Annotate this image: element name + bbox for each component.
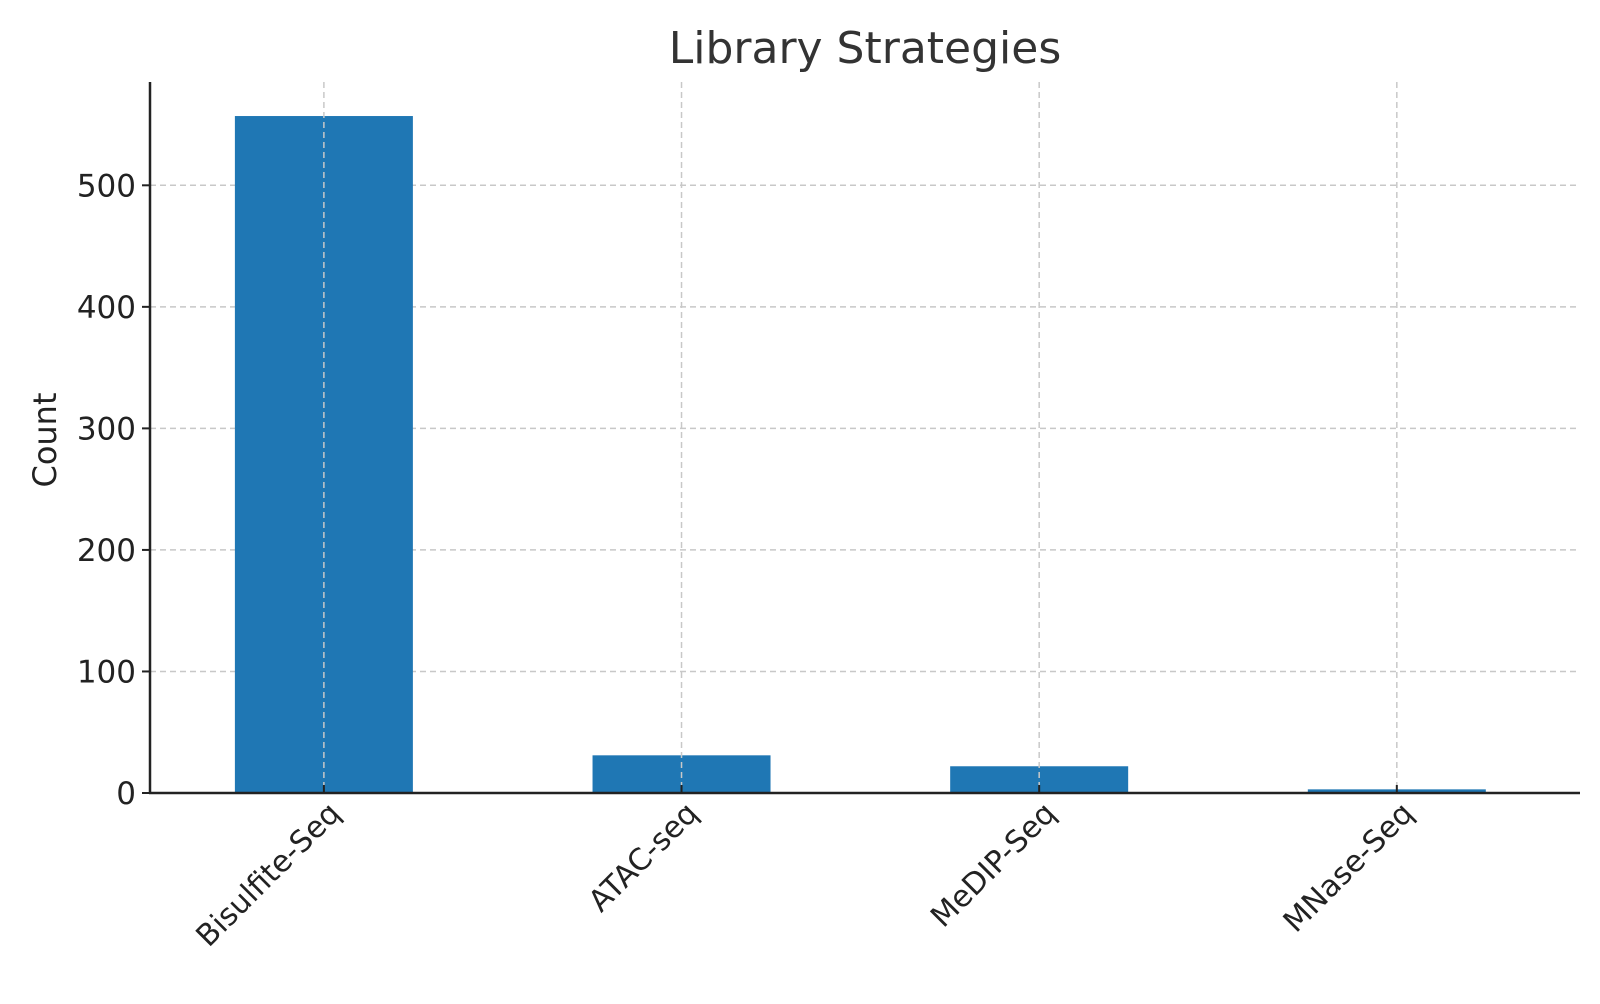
x-tick-label: ATAC-seq xyxy=(582,796,705,919)
grid-lines xyxy=(150,184,1580,673)
y-tick-label: 400 xyxy=(77,290,136,326)
x-axis-ticks: Bisulfite-Seq ATAC-seq MeDIP-Seq MNase-Seq xyxy=(190,785,1421,954)
y-tick-label: 500 xyxy=(77,168,136,204)
bars xyxy=(234,116,1486,794)
y-axis-label: Count xyxy=(26,392,64,487)
vertical-grid-lines xyxy=(323,82,1398,793)
y-axis-ticks: 0 100 200 300 400 500 xyxy=(77,168,150,812)
y-tick-label: 0 xyxy=(116,776,136,812)
x-tick-label: MeDIP-Seq xyxy=(924,796,1063,935)
axes xyxy=(148,82,1580,795)
x-tick-label: Bisulfite-Seq xyxy=(190,796,348,954)
chart-title: Library Strategies xyxy=(669,23,1062,74)
y-tick-label: 200 xyxy=(77,533,136,569)
x-tick-label: MNase-Seq xyxy=(1277,796,1421,940)
y-tick-label: 300 xyxy=(77,411,136,447)
y-tick-label: 100 xyxy=(77,654,136,690)
